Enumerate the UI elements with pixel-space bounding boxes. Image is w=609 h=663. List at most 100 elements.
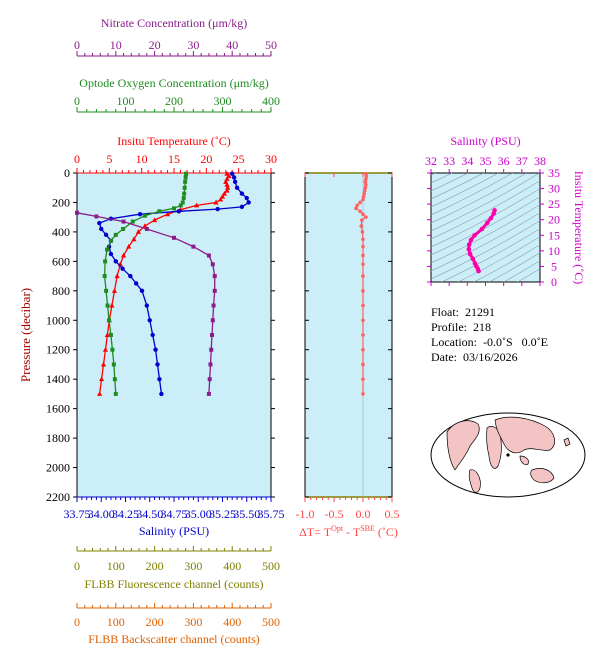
oxygen-point bbox=[105, 247, 110, 252]
delta-point bbox=[361, 262, 365, 267]
nitrate-point bbox=[210, 333, 215, 337]
salinity-point bbox=[147, 318, 152, 323]
density-contour bbox=[431, 173, 540, 232]
continent-shape bbox=[494, 416, 555, 454]
density-contour bbox=[457, 236, 540, 282]
oxygen-point bbox=[130, 219, 135, 224]
salinity-point bbox=[133, 281, 139, 286]
ts-x-tick-label: 36 bbox=[498, 154, 510, 168]
density-contour bbox=[431, 204, 540, 264]
continent-shape bbox=[530, 468, 555, 484]
ts-point bbox=[485, 220, 490, 226]
float-location-marker bbox=[506, 453, 510, 457]
nitrate-point bbox=[206, 391, 211, 396]
ts-point bbox=[492, 208, 497, 213]
salinity-point bbox=[108, 251, 114, 257]
ts-y-tick-label: 20 bbox=[548, 213, 560, 227]
temperature-tick-label: 20 bbox=[200, 152, 212, 166]
ts-y-tick-label: 15 bbox=[548, 228, 560, 242]
temperature-point bbox=[224, 181, 230, 187]
salinity-point bbox=[155, 362, 160, 367]
delta-point bbox=[361, 362, 365, 367]
density-contour bbox=[431, 188, 540, 248]
world-continents bbox=[446, 416, 571, 493]
nitrate-point bbox=[75, 210, 79, 215]
density-contour bbox=[431, 180, 540, 240]
oxygen-point bbox=[107, 318, 112, 323]
delta-point bbox=[360, 230, 365, 234]
oxygen-tick-label: 200 bbox=[165, 94, 183, 108]
delta-point bbox=[361, 333, 365, 337]
delta-point bbox=[361, 237, 365, 242]
salinity-point bbox=[120, 266, 125, 271]
delta-tick-label: 0.0 bbox=[356, 507, 371, 521]
delta-point bbox=[355, 203, 360, 208]
delta-point bbox=[361, 253, 365, 258]
delta-point bbox=[363, 180, 368, 184]
temperature-point bbox=[226, 173, 232, 178]
ts-point bbox=[470, 256, 476, 261]
salinity-point bbox=[239, 204, 245, 210]
ts-point bbox=[466, 247, 472, 252]
temperature-point bbox=[109, 302, 115, 308]
ts-point bbox=[488, 215, 494, 221]
salinity-point bbox=[150, 332, 155, 338]
ts-point bbox=[468, 237, 474, 243]
pressure-tick-label: 1600 bbox=[46, 402, 70, 416]
oxygen-point bbox=[121, 226, 126, 231]
delta-point bbox=[364, 174, 369, 178]
ts-density-contours bbox=[431, 173, 540, 282]
info-location: Location: -0.0˚S 0.0˚E bbox=[431, 335, 548, 349]
salinity-point bbox=[153, 347, 158, 352]
nitrate-point bbox=[206, 253, 211, 258]
delta-tick-label: 0.5 bbox=[385, 507, 400, 521]
salinity-point bbox=[234, 185, 240, 190]
backscatter-tick-label: 200 bbox=[146, 615, 164, 629]
salinity-tick-label: 35.50 bbox=[233, 507, 260, 521]
nitrate-tick-label: 0 bbox=[74, 38, 80, 52]
salinity-point bbox=[99, 226, 104, 232]
delta-point bbox=[361, 303, 365, 308]
fluorescence-axis-label: FLBB Fluorescence channel (counts) bbox=[85, 577, 264, 591]
density-contour bbox=[431, 212, 540, 272]
delta-point bbox=[361, 244, 365, 249]
salinity-tick-label: 34.25 bbox=[112, 507, 139, 521]
ts-point bbox=[479, 226, 485, 232]
ts-x-tick-label: 32 bbox=[425, 154, 437, 168]
temperature-tick-label: 25 bbox=[233, 152, 245, 166]
nitrate-point bbox=[209, 347, 214, 352]
pressure-axis-label: Pressure (decibar) bbox=[18, 288, 33, 382]
info-date: Date: 03/16/2026 bbox=[431, 350, 518, 364]
delta-point bbox=[361, 392, 365, 396]
delta-tick-label: -1.0 bbox=[296, 507, 315, 521]
oxygen-point bbox=[113, 391, 118, 396]
float-info: Float: 21291 Profile: 218 Location: -0.0… bbox=[431, 305, 548, 365]
delta-plot-area bbox=[304, 172, 393, 498]
temperature-point bbox=[98, 376, 105, 382]
oxygen-point bbox=[183, 175, 188, 180]
temperature-point bbox=[219, 193, 226, 199]
salinity-tick-label: 33.75 bbox=[64, 507, 91, 521]
nitrate-point bbox=[191, 244, 196, 249]
density-contour bbox=[431, 173, 499, 208]
ts-x-tick-label: 33 bbox=[443, 154, 455, 168]
delta-point bbox=[361, 347, 365, 352]
temperature-point bbox=[97, 391, 103, 396]
temperature-point bbox=[102, 346, 109, 352]
backscatter-tick-label: 400 bbox=[223, 615, 241, 629]
nitrate-point bbox=[121, 219, 126, 224]
oxygen-point bbox=[103, 259, 108, 264]
nitrate-tick-label: 50 bbox=[265, 38, 277, 52]
ts-point bbox=[472, 261, 478, 266]
pressure-tick-label: 2000 bbox=[46, 461, 70, 475]
temperature-point bbox=[131, 236, 137, 242]
oxygen-point bbox=[178, 203, 183, 208]
temperature-point bbox=[224, 187, 230, 193]
nitrate-tick-label: 40 bbox=[226, 38, 238, 52]
backscatter-tick-label: 300 bbox=[184, 615, 202, 629]
salinity-point bbox=[113, 259, 119, 264]
nitrate-point bbox=[212, 288, 217, 293]
salinity-point bbox=[232, 179, 238, 185]
ts-y-axis-label: Insitu Temperature (˚C) bbox=[572, 171, 586, 285]
oxygen-point bbox=[110, 347, 115, 352]
